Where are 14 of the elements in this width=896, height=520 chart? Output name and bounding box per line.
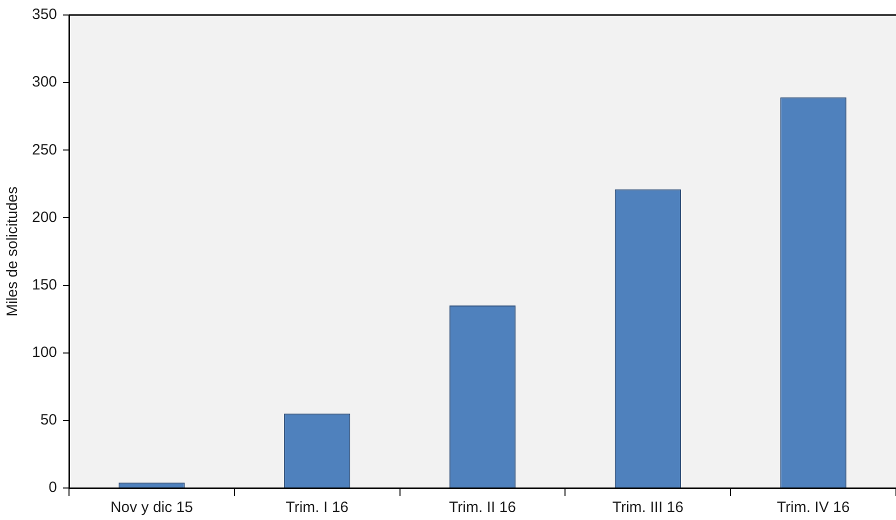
y-tick-label: 250 <box>32 141 58 158</box>
y-tick-label: 300 <box>32 74 58 91</box>
x-tick-label: Trim. II 16 <box>449 499 516 516</box>
x-tick-label: Trim. III 16 <box>612 499 684 516</box>
y-axis-title: Miles de solicitudes <box>4 186 22 317</box>
x-tick-label: Trim. IV 16 <box>776 499 850 516</box>
y-tick-label: 50 <box>40 412 58 429</box>
y-tick-label: 0 <box>48 479 58 496</box>
y-tick-label: 350 <box>32 6 58 24</box>
x-tick-label: Trim. I 16 <box>286 499 349 516</box>
x-tick-label: Nov y dic 15 <box>110 499 193 516</box>
y-tick-label: 150 <box>32 276 58 294</box>
y-tick-label: 100 <box>32 344 58 361</box>
y-tick-label: 200 <box>32 208 58 226</box>
